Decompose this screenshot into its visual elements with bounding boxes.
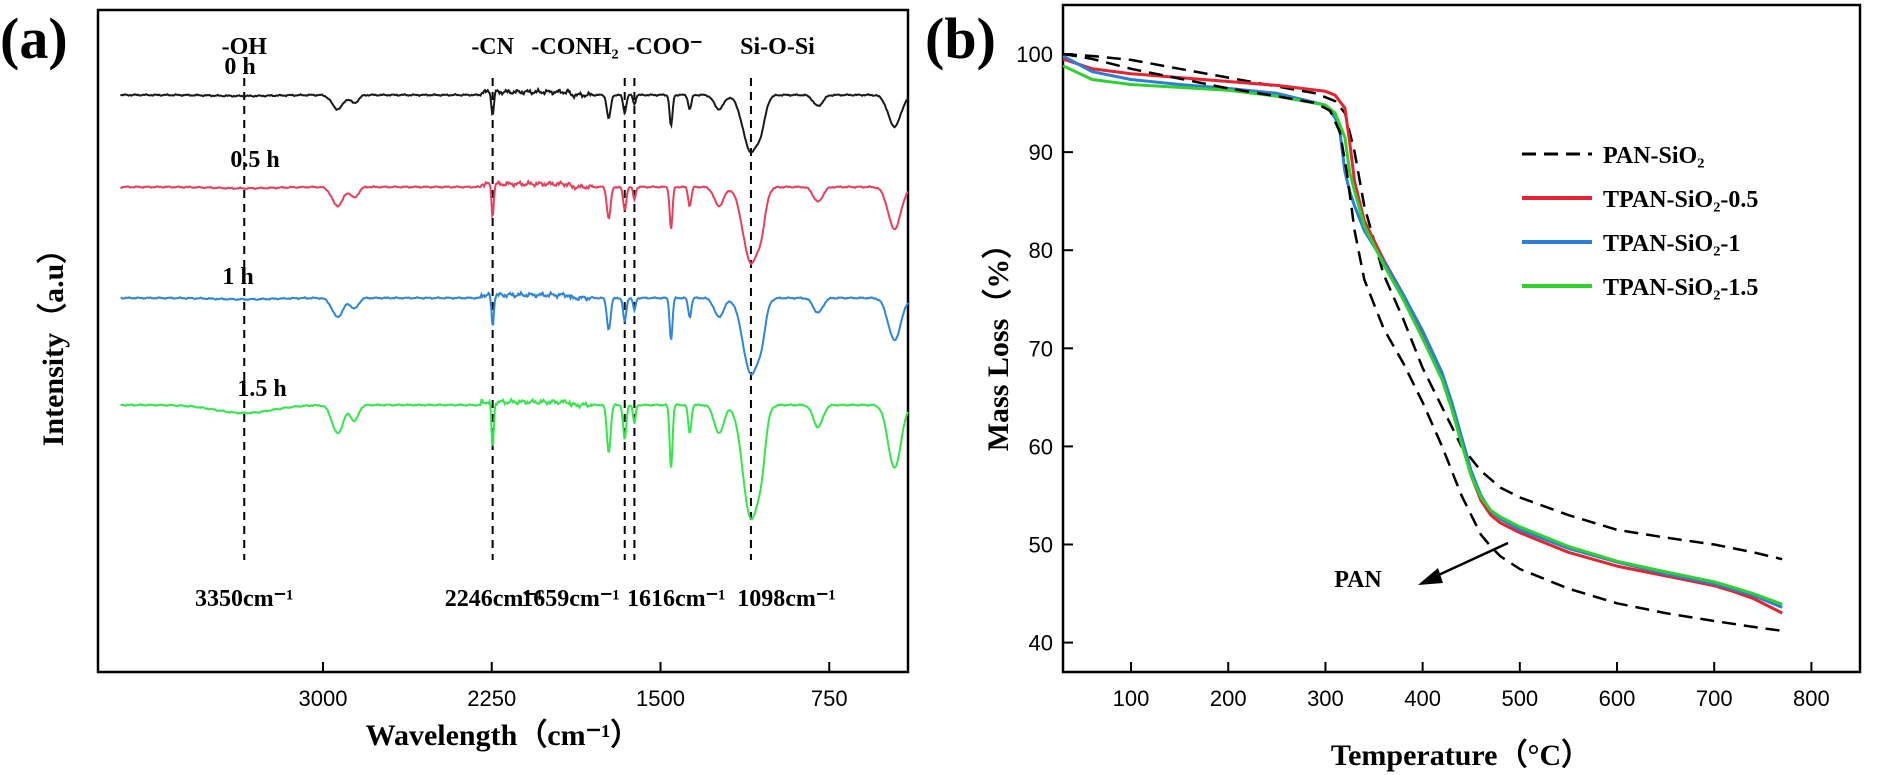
panel-b-annotation: PAN bbox=[1334, 541, 1509, 593]
panel-a-y-axis-title: Intensity（a.u） bbox=[36, 234, 70, 447]
panel-a-x-tick-label: 3000 bbox=[299, 686, 348, 711]
panel-b-y-tick-label: 60 bbox=[1029, 434, 1053, 459]
panel-b-y-tick-label: 50 bbox=[1029, 532, 1053, 557]
panel-b-x-tick-label: 800 bbox=[1793, 686, 1830, 711]
panel-a-spectrum-line bbox=[119, 178, 909, 266]
panel-b-y-tick-label: 100 bbox=[1016, 42, 1053, 67]
panel-a: (a) -OH -CN -CONH₂ -COO⁻ Si-O-Si 3350cm⁻¹ 224… bbox=[0, 6, 910, 752]
panel-b-legend: PAN-SiO₂ TPAN-SiO₂-0.5 TPAN-SiO₂-1 TPAN-SiO… bbox=[1522, 143, 1758, 301]
panel-b-ticks: 100 200 300 400 500 600 700 800 40 50 60 70 80 90 100 bbox=[1016, 42, 1829, 711]
panel-b-annotation-arrow-head bbox=[1418, 568, 1443, 585]
panel-b-x-tick-label: 100 bbox=[1113, 686, 1150, 711]
panel-b-annotation-label: PAN bbox=[1334, 567, 1382, 593]
panel-b-x-tick-label: 600 bbox=[1599, 686, 1636, 711]
panel-a-peak-label: 1616cm⁻¹ bbox=[627, 586, 726, 612]
panel-a-group-label: -CN bbox=[471, 34, 514, 60]
panel-b-legend-label: PAN-SiO₂ bbox=[1603, 143, 1704, 169]
panel-a-x-tick-label: 2250 bbox=[467, 686, 516, 711]
panel-b-x-axis-title: Temperature（°C） bbox=[1331, 738, 1591, 772]
panel-a-x-axis-title: Wavelength（cm⁻¹） bbox=[366, 718, 641, 752]
panel-b-series bbox=[1062, 52, 1783, 633]
panel-a-peak-label: 3350cm⁻¹ bbox=[195, 586, 294, 612]
panel-a-peak-label: 2246cm⁻¹ bbox=[445, 586, 544, 612]
panel-a-group-label: -CONH₂ bbox=[531, 34, 618, 60]
panel-b-series-line bbox=[1062, 54, 1783, 609]
panel-b-x-tick-label: 700 bbox=[1696, 686, 1733, 711]
panel-a-peak-label: 1098cm⁻¹ bbox=[737, 586, 836, 612]
panel-a-series-label: 1 h bbox=[222, 264, 253, 290]
panel-a-peak-label: 1659cm⁻¹ bbox=[521, 586, 620, 612]
panel-b-legend-label: TPAN-SiO₂-1 bbox=[1603, 231, 1740, 257]
panel-b-legend-label: TPAN-SiO₂-1.5 bbox=[1603, 275, 1758, 301]
panel-a-spectrum-line bbox=[119, 86, 909, 154]
panel-a-spectrum-line bbox=[120, 396, 909, 521]
panel-b: (b) 100 200 300 400 500 600 700 800 40 50 60 70 80 90… bbox=[925, 3, 1862, 772]
panel-a-x-tick-label: 750 bbox=[811, 686, 848, 711]
panel-a-group-labels: -OH -CN -CONH₂ -COO⁻ Si-O-Si bbox=[222, 34, 816, 60]
panel-a-plot-frame bbox=[96, 8, 910, 674]
panel-a-series-label: 1.5 h bbox=[237, 376, 286, 402]
panel-b-y-tick-label: 80 bbox=[1029, 238, 1053, 263]
panel-a-series-labels: 0 h 0.5 h 1 h 1.5 h bbox=[222, 54, 286, 402]
panel-b-legend-label: TPAN-SiO₂-0.5 bbox=[1603, 187, 1758, 213]
panel-b-x-tick-label: 300 bbox=[1307, 686, 1344, 711]
panel-a-group-label: -COO⁻ bbox=[627, 34, 702, 60]
panel-b-y-axis-title: Mass Loss（%） bbox=[981, 229, 1015, 452]
panel-a-series-label: 0.5 h bbox=[230, 147, 279, 173]
panel-a-label: (a) bbox=[0, 6, 68, 71]
panel-b-x-tick-label: 500 bbox=[1501, 686, 1538, 711]
panel-a-series-label: 0 h bbox=[224, 54, 255, 80]
panel-b-label: (b) bbox=[925, 6, 996, 71]
panel-b-y-tick-label: 40 bbox=[1029, 631, 1053, 656]
panel-a-group-label: Si-O-Si bbox=[740, 34, 815, 60]
panel-a-series bbox=[119, 86, 909, 521]
panel-b-x-tick-label: 400 bbox=[1404, 686, 1441, 711]
panel-b-series-line bbox=[1062, 52, 1783, 561]
panel-b-plot-frame bbox=[1061, 3, 1862, 674]
panel-a-reference-lines bbox=[243, 78, 752, 560]
panel-b-y-tick-label: 90 bbox=[1029, 140, 1053, 165]
panel-a-x-tick-label: 1500 bbox=[636, 686, 685, 711]
panel-a-group-label: -OH bbox=[222, 34, 268, 60]
panel-b-annotation-arrow-shaft bbox=[1431, 541, 1509, 580]
panel-b-y-tick-label: 70 bbox=[1029, 336, 1053, 361]
panel-b-series-line bbox=[1062, 52, 1783, 633]
panel-a-spectrum-line bbox=[120, 290, 909, 376]
panel-a-x-ticks: 3000 2250 1500 750 bbox=[299, 662, 848, 711]
panel-b-x-tick-label: 200 bbox=[1210, 686, 1247, 711]
